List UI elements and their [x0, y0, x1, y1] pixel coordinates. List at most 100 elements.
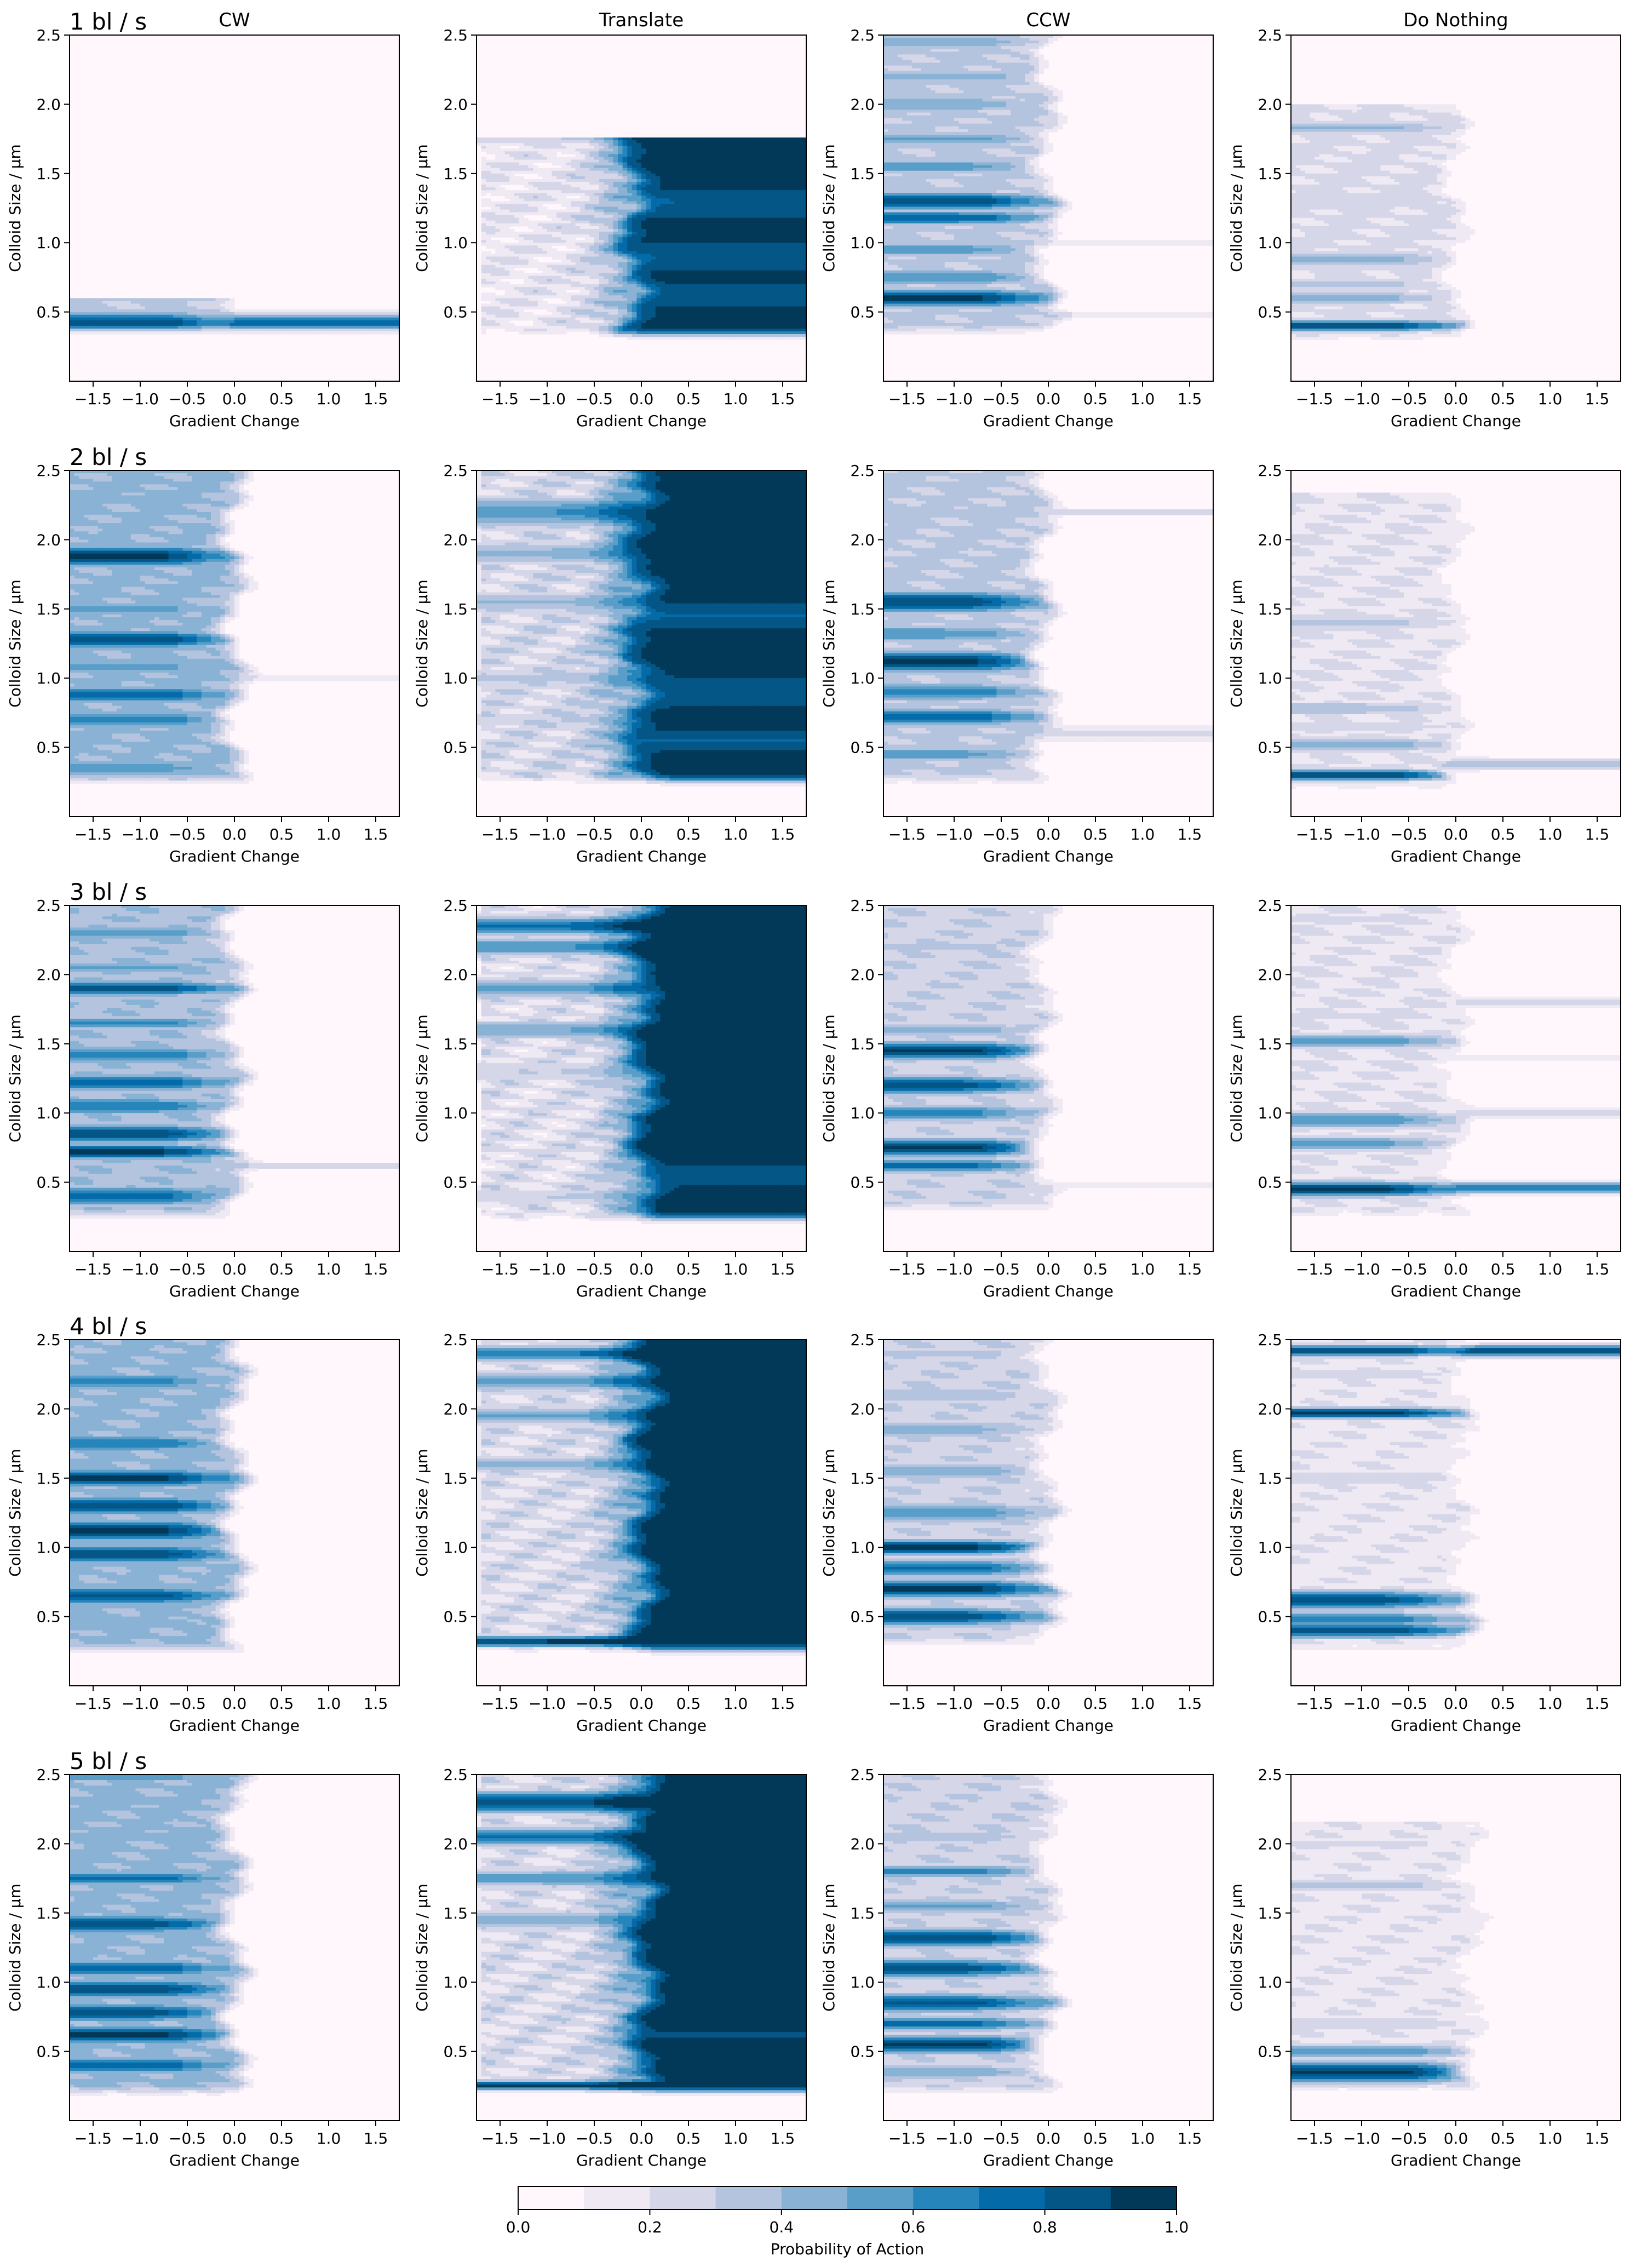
heatmap-cell: [576, 229, 581, 232]
heatmap-cell: [623, 151, 628, 154]
heatmap-cell: [580, 165, 585, 169]
heatmap-cell: [561, 226, 566, 229]
heatmap-cell: [693, 198, 698, 202]
heatmap-cell: [750, 234, 755, 238]
heatmap-cell: [646, 182, 651, 185]
heatmap-cell: [229, 320, 234, 324]
heatmap-cell: [656, 140, 661, 143]
heatmap-cell: [788, 171, 793, 174]
heatmap-cell: [154, 312, 159, 315]
heatmap-cell: [571, 223, 576, 227]
heatmap-cell: [505, 306, 510, 309]
heatmap-cell: [726, 284, 731, 288]
heatmap-cell: [750, 295, 755, 298]
heatmap-cell: [112, 303, 117, 307]
heatmap-cell: [745, 206, 750, 210]
heatmap-cell: [641, 287, 646, 290]
heatmap-cell: [712, 148, 717, 152]
heatmap-cell: [703, 271, 708, 274]
heatmap-cell: [481, 226, 486, 229]
heatmap-cell: [754, 234, 759, 238]
heatmap-cell: [660, 232, 665, 235]
heatmap-cell: [754, 229, 759, 232]
heatmap-cell: [70, 323, 74, 326]
heatmap-cell: [604, 190, 609, 193]
heatmap-cell: [192, 309, 197, 313]
heatmap-cell: [542, 248, 547, 251]
heatmap-cell: [338, 331, 343, 335]
heatmap-cell: [726, 185, 731, 188]
heatmap-cell: [684, 262, 688, 266]
heatmap-cell: [244, 312, 249, 315]
heatmap-cell: [632, 137, 637, 141]
heatmap-cell: [698, 271, 703, 274]
heatmap-cell: [500, 265, 505, 268]
heatmap-cell: [599, 254, 604, 257]
heatmap-cell: [698, 226, 703, 229]
heatmap-cell: [679, 215, 684, 219]
heatmap-cell: [576, 223, 581, 227]
heatmap-cell: [698, 140, 703, 143]
heatmap-cell: [703, 168, 708, 171]
heatmap-cell: [542, 237, 547, 240]
heatmap-cell: [519, 284, 524, 288]
heatmap-cell: [674, 213, 679, 216]
heatmap-cell: [159, 312, 164, 315]
heatmap-cell: [495, 240, 500, 243]
heatmap-cell: [524, 248, 529, 251]
heatmap-cell: [731, 204, 736, 207]
heatmap-cell: [698, 265, 703, 268]
heatmap-cell: [500, 243, 505, 246]
heatmap-cell: [646, 190, 651, 193]
heatmap-cell: [381, 315, 386, 318]
heatmap-cell: [768, 248, 773, 251]
heatmap-cell: [481, 251, 486, 254]
heatmap-cell: [84, 309, 89, 313]
heatmap-cell: [759, 198, 764, 202]
heatmap-cell: [542, 279, 547, 282]
heatmap-cell: [164, 309, 169, 313]
heatmap-cell: [542, 140, 547, 143]
heatmap-cell: [552, 146, 557, 149]
heatmap-cell: [773, 282, 778, 285]
heatmap-cell: [773, 221, 778, 224]
heatmap-cell: [533, 140, 538, 143]
heatmap-cell: [778, 251, 783, 254]
heatmap-cell: [636, 140, 641, 143]
heatmap-cell: [660, 182, 665, 185]
heatmap-cell: [712, 290, 717, 293]
heatmap-cell: [688, 182, 693, 185]
heatmap-cell: [589, 237, 594, 240]
heatmap-cell: [98, 298, 103, 301]
heatmap-cell: [376, 312, 381, 315]
heatmap-cell: [764, 303, 769, 307]
heatmap-cell: [778, 193, 783, 196]
heatmap-cell: [623, 163, 628, 166]
heatmap-cell: [726, 273, 731, 277]
heatmap-cell: [529, 140, 533, 143]
heatmap-cell: [703, 160, 708, 163]
heatmap-cell: [741, 190, 745, 193]
heatmap-cell: [636, 309, 641, 313]
heatmap-cell: [102, 318, 107, 321]
heatmap-cell: [352, 331, 357, 335]
heatmap-cell: [357, 309, 362, 313]
heatmap-cell: [589, 226, 594, 229]
heatmap-cell: [604, 273, 609, 277]
x-tick-label: 1.5: [364, 390, 388, 408]
heatmap-cell: [684, 196, 688, 199]
heatmap-cell: [627, 301, 632, 304]
heatmap-cell: [216, 331, 221, 335]
heatmap-cell: [618, 137, 623, 141]
heatmap-cell: [609, 190, 613, 193]
heatmap-cell: [792, 237, 797, 240]
heatmap-cell: [750, 243, 755, 246]
heatmap-cell: [272, 329, 277, 332]
heatmap-cell: [660, 137, 665, 141]
heatmap-cell: [495, 245, 500, 249]
heatmap-cell: [636, 245, 641, 249]
heatmap-cell: [660, 256, 665, 260]
heatmap-cell: [726, 179, 731, 182]
heatmap-cell: [665, 282, 670, 285]
heatmap-cell: [783, 165, 788, 169]
